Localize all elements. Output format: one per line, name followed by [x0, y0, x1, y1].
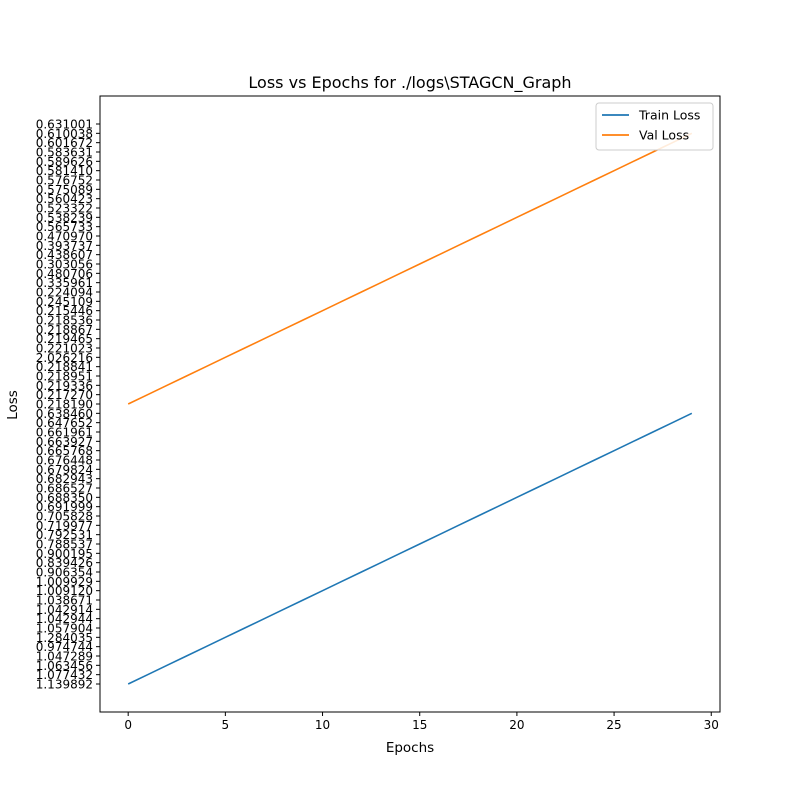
plot-area — [127, 132, 693, 685]
x-tick-label: 20 — [509, 718, 524, 732]
y-tick-label: 0.647652 — [36, 416, 93, 430]
y-tick-label: 0.215446 — [36, 304, 93, 318]
legend-label: Train Loss — [638, 108, 700, 123]
y-tick-label: 0.631001 — [36, 118, 93, 132]
y-tick-label: 0.705828 — [36, 510, 93, 524]
y-tick-label: 0.900195 — [36, 547, 93, 561]
y-tick-label: 1.009929 — [36, 575, 93, 589]
y-tick-label: 0.661961 — [36, 426, 93, 440]
y-tick-label: 0.565733 — [36, 220, 93, 234]
y-tick-label: 0.219336 — [36, 379, 93, 393]
y-tick-label: 0.438607 — [36, 248, 93, 262]
y-tick-label: 0.676448 — [36, 454, 93, 468]
y-tick-label: 0.221023 — [36, 342, 93, 356]
y-tick-label: 0.583631 — [36, 146, 93, 160]
y-tick-label: 0.217270 — [36, 388, 93, 402]
y-tick-label: 0.218536 — [36, 314, 93, 328]
y-tick-label: 0.224094 — [36, 286, 93, 300]
y-tick-label: 0.538239 — [36, 211, 93, 225]
y-tick-label: 0.974744 — [36, 640, 93, 654]
y-axis-label: Loss — [5, 390, 21, 420]
y-tick-label: 0.523322 — [36, 202, 93, 216]
y-tick-label: 1.047289 — [36, 650, 93, 664]
y-tick-label: 0.788537 — [36, 538, 93, 552]
y-tick-label: 0.792531 — [36, 528, 93, 542]
y-tick-label: 0.335961 — [36, 276, 93, 290]
y-tick-label: 2.026216 — [36, 351, 93, 365]
y-tick-label: 0.575089 — [36, 183, 93, 197]
y-tick-label: 0.686527 — [36, 482, 93, 496]
y-tick-label: 1.042914 — [36, 603, 93, 617]
x-axis-label: Epochs — [386, 740, 434, 756]
y-tick-label: 0.218951 — [36, 370, 93, 384]
chart-title: Loss vs Epochs for ./logs\STAGCN_Graph — [248, 73, 571, 93]
y-tick-label: 0.581410 — [36, 164, 93, 178]
y-tick-label: 0.470970 — [36, 230, 93, 244]
y-tick-label: 0.218841 — [36, 360, 93, 374]
y-tick-label: 0.906354 — [36, 566, 93, 580]
y-tick-label: 0.245109 — [36, 295, 93, 309]
x-tick-label: 15 — [412, 718, 427, 732]
y-tick-label: 0.663927 — [36, 435, 93, 449]
y-tick-label: 0.691999 — [36, 500, 93, 514]
y-tick-label: 0.589626 — [36, 155, 93, 169]
y-tick-label: 1.139892 — [36, 678, 93, 692]
y-tick-label: 0.560423 — [36, 192, 93, 206]
legend-label: Val Loss — [639, 128, 689, 143]
y-tick-label: 0.610038 — [36, 127, 93, 141]
y-tick-label: 0.638460 — [36, 407, 93, 421]
y-tick-label: 0.480706 — [36, 267, 93, 281]
x-tick-label: 25 — [606, 718, 621, 732]
y-tick-label: 0.393737 — [36, 239, 93, 253]
y-tick-label: 0.665768 — [36, 444, 93, 458]
y-tick-label: 1.009120 — [36, 584, 93, 598]
x-axis: 0 5 10 15 20 25 30 — [124, 712, 719, 732]
legend: Train Loss Val Loss — [595, 102, 714, 151]
y-tick-label: 0.303056 — [36, 258, 93, 272]
x-tick-label: 30 — [704, 718, 719, 732]
y-axis: 1.1398921.0774321.0634561.0472890.974744… — [36, 118, 100, 692]
x-tick-label: 10 — [315, 718, 330, 732]
y-tick-label: 0.679824 — [36, 463, 93, 477]
x-tick-label: 5 — [222, 718, 230, 732]
y-tick-label: 0.682943 — [36, 472, 93, 486]
y-tick-label: 1.038671 — [36, 594, 93, 608]
y-tick-label: 1.063456 — [36, 659, 93, 673]
y-tick-label: 0.219465 — [36, 332, 93, 346]
y-tick-label: 0.601672 — [36, 136, 93, 150]
y-tick-label: 1.284035 — [36, 631, 93, 645]
y-tick-label: 1.057904 — [36, 622, 93, 636]
y-tick-label: 0.839426 — [36, 556, 93, 570]
y-tick-label: 0.576752 — [36, 174, 93, 188]
y-tick-label: 1.077432 — [36, 668, 93, 682]
x-tick-label: 0 — [124, 718, 132, 732]
y-tick-label: 0.719977 — [36, 519, 93, 533]
series-line — [127, 132, 693, 405]
y-tick-label: 0.218190 — [36, 398, 93, 412]
y-tick-label: 0.688350 — [36, 491, 93, 505]
series-line — [127, 412, 693, 685]
y-tick-label: 1.042944 — [36, 612, 93, 626]
y-tick-label: 0.218867 — [36, 323, 93, 337]
